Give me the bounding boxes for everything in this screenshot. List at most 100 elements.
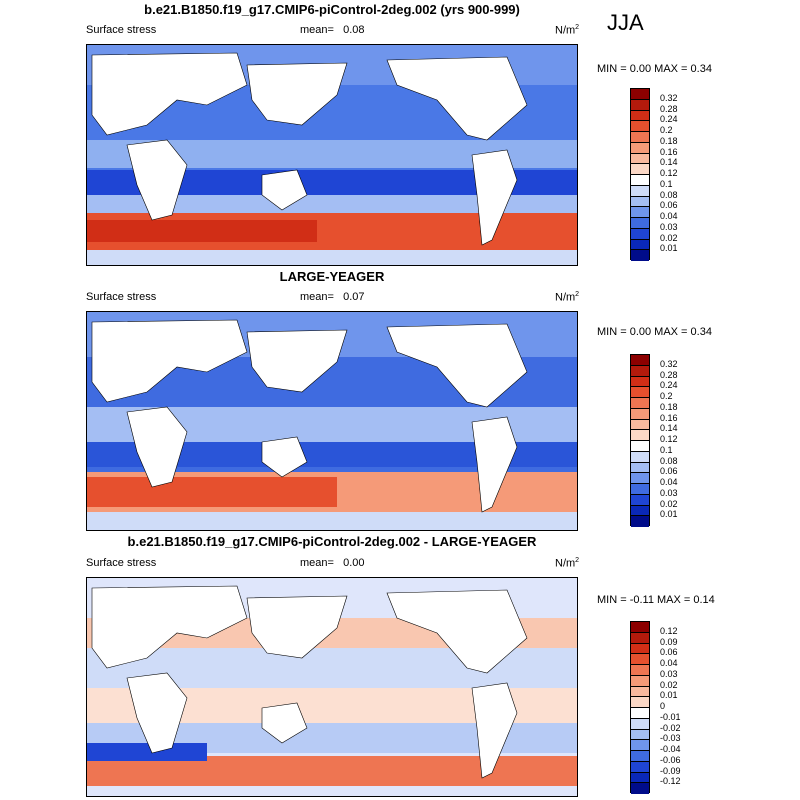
panel-1-colorbar-swatch xyxy=(631,89,649,100)
panel-1-colorbar-swatch xyxy=(631,228,649,240)
panel-3-colorbar-swatch xyxy=(631,697,649,708)
panel-1-map-field xyxy=(87,45,577,265)
panel-2-colorbar-swatch xyxy=(631,484,649,495)
panel-2-colorbar-label: 0.02 xyxy=(660,498,678,509)
panel-1-map xyxy=(86,44,578,266)
panel-3-title: b.e21.B1850.f19_g17.CMIP6-piControl-2deg… xyxy=(127,534,537,549)
panel-1-colorbar-label: 0.02 xyxy=(660,232,678,243)
panel-2-colorbar-swatch xyxy=(631,451,649,463)
panel-3-units-text: N/m xyxy=(555,557,576,570)
panel-3-colorbar-swatch xyxy=(631,622,649,633)
panel-2-colorbar-swatch xyxy=(631,408,649,420)
panel-3-colorbar-label: -0.02 xyxy=(660,722,681,733)
panel-1-units-exponent: 2 xyxy=(575,24,580,31)
panel-1-colorbar-swatch xyxy=(631,142,649,154)
panel-3-mean-label: mean= xyxy=(300,557,334,569)
panel-3-colorbar-swatch xyxy=(631,708,649,719)
panel-1-colorbar-label: 0.16 xyxy=(660,146,678,157)
panel-3-colorbar-label: 0.01 xyxy=(660,690,678,701)
panel-3-minmax: MIN = -0.11 MAX = 0.14 xyxy=(597,594,715,606)
panel-1-colorbar-swatch xyxy=(631,196,649,208)
season-label: JJA xyxy=(607,10,644,35)
panel-1-minmax: MIN = 0.00 MAX = 0.34 xyxy=(597,63,712,75)
panel-2-variable-label: Surface stress xyxy=(86,291,157,303)
panel-1-colorbar-label: 0.1 xyxy=(660,178,673,189)
panel-3-colorbar-label: -0.12 xyxy=(660,776,681,787)
panel-3-colorbar-swatch xyxy=(631,740,649,751)
panel-2-colorbar-swatch xyxy=(631,516,649,527)
panel-2-colorbar-label: 0.06 xyxy=(660,466,678,477)
panel-2-title: LARGE-YEAGER xyxy=(279,269,385,284)
panel-3-colorbar-label: 0.06 xyxy=(660,647,678,658)
panel-1-colorbar-label: 0.24 xyxy=(660,114,678,125)
panel-3-colorbar-label: 0.03 xyxy=(660,668,678,679)
panel-3-colorbar-label: -0.04 xyxy=(660,744,681,754)
panel-1-colorbar xyxy=(630,88,650,261)
panel-1-colorbar-swatch xyxy=(631,164,649,175)
panel-3-colorbar-label: -0.01 xyxy=(660,711,681,722)
panel-3-map-field xyxy=(87,578,577,796)
panel-3-mean: mean= 0.00 xyxy=(300,557,365,569)
panel-1-colorbar-swatch xyxy=(631,207,649,218)
panel-2-units: N/m2 xyxy=(555,291,579,304)
panel-3-units: N/m2 xyxy=(555,557,579,570)
panel-1-colorbar-label: 0.08 xyxy=(660,189,678,200)
panel-2-colorbar-swatch xyxy=(631,473,649,484)
panel-3-mean-value: 0.00 xyxy=(343,557,365,569)
panel-1-colorbar-label: 0.06 xyxy=(660,200,678,211)
panel-3-colorbar-swatch xyxy=(631,729,649,741)
panel-3-colorbar-label: -0.03 xyxy=(660,733,681,744)
panel-2-colorbar-swatch xyxy=(631,462,649,474)
panel-3-colorbar-label: 0.12 xyxy=(660,625,678,636)
panel-2-colorbar-label: 0.32 xyxy=(660,358,678,369)
panel-2-colorbar-swatch xyxy=(631,494,649,506)
panel-1-colorbar-swatch xyxy=(631,132,649,143)
panel-1-variable-label: Surface stress xyxy=(86,24,157,36)
panel-2-colorbar xyxy=(630,354,650,527)
panel-1-colorbar-swatch xyxy=(631,110,649,122)
panel-2-colorbar-label: 0.03 xyxy=(660,487,678,498)
panel-2-colorbar-label: 0.01 xyxy=(660,509,678,520)
panel-1-colorbar-swatch xyxy=(631,175,649,186)
panel-1-colorbar-swatch xyxy=(631,185,649,197)
panel-2-colorbar-swatch xyxy=(631,430,649,441)
panel-3-colorbar-swatch xyxy=(631,643,649,655)
panel-3-colorbar-label: 0.09 xyxy=(660,636,678,647)
panel-1-title: b.e21.B1850.f19_g17.CMIP6-piControl-2deg… xyxy=(144,2,520,17)
panel-1-mean-label: mean= xyxy=(300,24,334,36)
panel-2-units-text: N/m xyxy=(555,291,576,304)
panel-1-colorbar-label: 0.01 xyxy=(660,243,678,254)
panel-1-colorbar-label: 0.12 xyxy=(660,168,678,178)
panel-1-colorbar-swatch xyxy=(631,121,649,132)
panel-2-colorbar-label: 0.28 xyxy=(660,369,678,380)
panel-2-colorbar-label: 0.1 xyxy=(660,444,673,455)
panel-3-colorbar-label: -0.09 xyxy=(660,765,681,776)
panel-3-colorbar-label: 0.02 xyxy=(660,679,678,690)
panel-2-mean: mean= 0.07 xyxy=(300,291,365,303)
panel-3-colorbar-swatch xyxy=(631,772,649,784)
panel-3-colorbar-label: -0.06 xyxy=(660,754,681,765)
panel-1-colorbar-swatch xyxy=(631,99,649,111)
panel-3-variable-label: Surface stress xyxy=(86,557,157,569)
panel-3-colorbar-swatch xyxy=(631,751,649,762)
panel-1-colorbar-labels: 0.32 0.28 0.24 0.2 0.18 0.16 0.14 0.12 0… xyxy=(660,88,700,260)
panel-3-colorbar-swatch xyxy=(631,654,649,665)
panel-1-colorbar-label: 0.32 xyxy=(660,92,678,103)
panel-1-colorbar-swatch xyxy=(631,250,649,261)
panel-2-colorbar-swatch xyxy=(631,398,649,409)
panel-2-colorbar-swatch xyxy=(631,419,649,431)
panel-1-colorbar-label: 0.2 xyxy=(660,125,673,135)
panel-3-colorbar-swatch xyxy=(631,718,649,730)
panel-1-colorbar-label: 0.28 xyxy=(660,103,678,114)
panel-2-colorbar-swatch xyxy=(631,376,649,388)
panel-2-colorbar-swatch xyxy=(631,505,649,517)
panel-2-colorbar-labels: 0.32 0.28 0.24 0.2 0.18 0.16 0.14 0.12 0… xyxy=(660,354,700,526)
panel-1-colorbar-label: 0.04 xyxy=(660,211,678,221)
panel-1-colorbar-label: 0.18 xyxy=(660,135,678,146)
panel-2-mean-value: 0.07 xyxy=(343,291,365,303)
panel-3-colorbar-label: 0 xyxy=(660,701,666,711)
panel-3-colorbar-swatch xyxy=(631,665,649,676)
panel-2-minmax: MIN = 0.00 MAX = 0.34 xyxy=(597,326,712,338)
panel-3-colorbar-swatch xyxy=(631,632,649,644)
panel-2-mean-label: mean= xyxy=(300,291,334,303)
